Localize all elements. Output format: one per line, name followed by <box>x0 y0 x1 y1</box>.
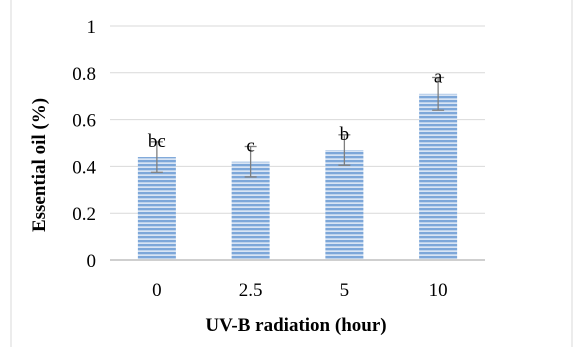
y-tick-label: 1 <box>87 17 97 38</box>
x-tick-label: 2.5 <box>239 280 263 301</box>
bar <box>419 93 458 260</box>
bar <box>325 150 364 260</box>
y-tick-label: 0 <box>87 251 97 272</box>
x-tick-labels: 0 2.5 5 10 <box>152 280 448 301</box>
significance-label: bc <box>148 131 166 152</box>
y-axis-title: Essential oil (%) <box>29 98 50 232</box>
bar <box>231 161 270 260</box>
significance-label: b <box>340 124 350 145</box>
x-tick-label: 0 <box>152 280 162 301</box>
x-axis-title: UV-B radiation (hour) <box>205 315 386 336</box>
y-tick-label: 0.4 <box>72 157 96 178</box>
bars <box>137 93 458 260</box>
y-tick-label: 0.2 <box>72 204 96 225</box>
error-bars <box>150 76 445 178</box>
significance-label: c <box>246 136 254 157</box>
x-tick-label: 5 <box>340 280 350 301</box>
y-tick-labels: 0 0.2 0.4 0.6 0.8 1 <box>72 17 96 272</box>
x-tick-label: 10 <box>429 280 448 301</box>
bar <box>137 157 176 260</box>
y-tick-label: 0.6 <box>72 111 96 132</box>
y-tick-label: 0.8 <box>72 64 96 85</box>
significance-label: a <box>434 66 443 87</box>
significance-labels: bc c b a <box>148 66 443 156</box>
